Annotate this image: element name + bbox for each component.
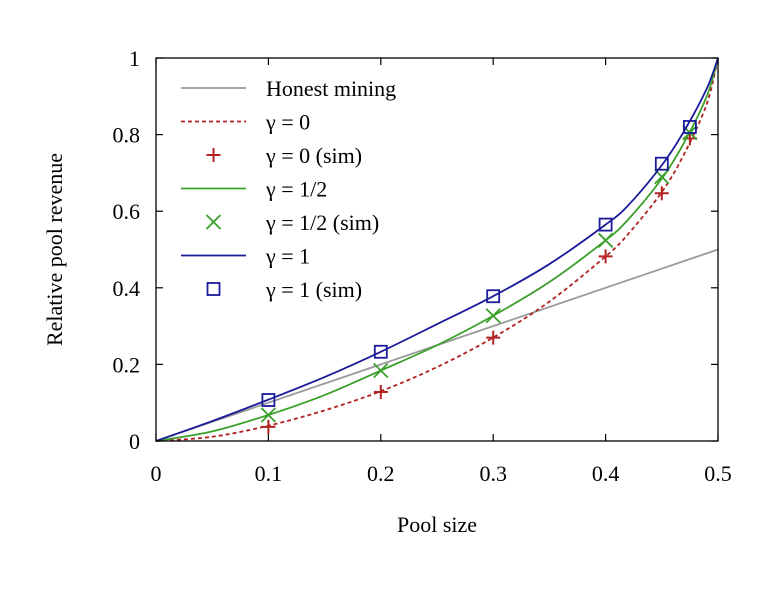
series-4	[260, 125, 698, 423]
legend-entry: γ = 0	[181, 110, 310, 135]
y-axis-title: Relative pool revenue	[42, 153, 67, 346]
y-tick-label: 0.6	[113, 199, 141, 224]
legend-swatch	[205, 214, 222, 230]
series-line	[155, 57, 719, 442]
series-1	[155, 57, 719, 442]
data-point	[373, 344, 388, 359]
y-tick-label: 0.4	[113, 276, 141, 301]
data-point	[598, 249, 613, 264]
legend-entry: γ = 1	[181, 244, 310, 269]
series-layer	[155, 57, 719, 442]
legend-label: γ = 0 (sim)	[265, 143, 362, 168]
data-point	[485, 308, 501, 324]
legend-label: γ = 1	[265, 244, 310, 269]
series-3	[155, 57, 719, 442]
axis-ticks: 0 0.1 0.2 0.3 0.4 0.5 0 0.2 0.4 0.6 0.8 1	[113, 46, 732, 486]
legend-entry: γ = 1/2 (sim)	[205, 210, 379, 235]
legend-entry: Honest mining	[181, 76, 396, 101]
series-5	[155, 57, 719, 442]
legend: Honest mining γ = 0 γ = 0 (sim) γ = 1/2 γ = …	[181, 76, 396, 302]
y-tick-label: 0.8	[113, 123, 141, 148]
legend-swatch	[206, 148, 221, 162]
legend-label: γ = 1 (sim)	[265, 277, 362, 302]
series-6	[261, 120, 697, 407]
data-point	[597, 232, 614, 248]
legend-entry: γ = 0 (sim)	[206, 143, 362, 168]
data-point	[486, 330, 501, 345]
data-point	[598, 217, 613, 232]
data-point	[261, 419, 276, 434]
data-point	[486, 289, 501, 304]
x-tick-label: 0.2	[367, 461, 395, 486]
legend-swatch	[206, 282, 221, 296]
x-tick-label: 0.5	[704, 461, 732, 486]
data-point	[654, 156, 669, 171]
data-point	[260, 407, 277, 423]
x-axis-title: Pool size	[397, 512, 477, 537]
y-tick-label: 0.2	[113, 352, 141, 377]
data-point	[373, 362, 389, 379]
data-point	[683, 120, 697, 134]
legend-label: γ = 1/2 (sim)	[265, 210, 379, 235]
legend-label: γ = 1/2	[265, 177, 327, 202]
series-line	[155, 57, 719, 442]
legend-label: γ = 0	[265, 110, 310, 135]
plot-frame	[155, 57, 719, 442]
data-point	[654, 186, 669, 201]
legend-entry: γ = 1/2	[181, 177, 327, 202]
x-tick-label: 0.4	[592, 461, 620, 486]
y-tick-label: 1	[129, 46, 140, 71]
data-point	[373, 384, 388, 399]
y-tick-label: 0	[129, 429, 140, 454]
legend-label: Honest mining	[266, 76, 396, 101]
legend-entry: γ = 1 (sim)	[206, 277, 362, 302]
x-tick-label: 0.1	[255, 461, 283, 486]
x-tick-label: 0.3	[479, 461, 507, 486]
x-tick-label: 0	[151, 461, 162, 486]
series-line	[155, 57, 719, 442]
data-point	[261, 393, 276, 407]
